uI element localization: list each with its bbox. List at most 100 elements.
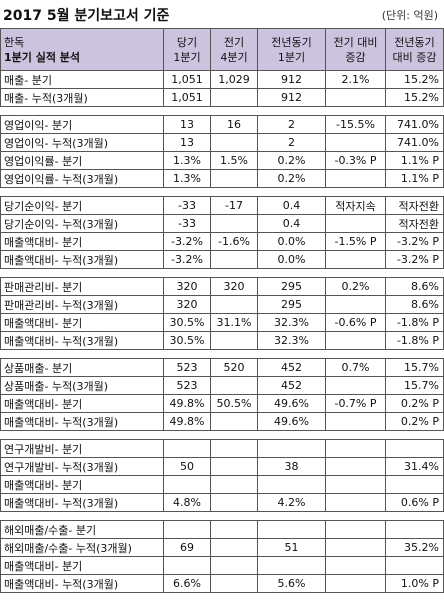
table-cell: 1.1% P (385, 169, 444, 188)
unit-label: (단위: 억원) (381, 9, 438, 22)
row-label: 해외매출/수출- 누적(3개월) (0, 538, 164, 557)
table-cell: 1.0% P (385, 574, 444, 593)
table-cell: 49.8% (163, 394, 211, 413)
table-cell: 0.2% P (385, 394, 444, 413)
header-yoyc-line2: 대비 증감 (392, 50, 437, 64)
table-cell (325, 88, 386, 107)
title-bar: 2017 5월 분기보고서 기준 (단위: 억원) (0, 0, 444, 28)
table-cell: -15.5% (325, 115, 386, 134)
table-cell (325, 133, 386, 152)
table-row: 연구개발비- 누적(3개월) 50 38 31.4% (0, 457, 444, 476)
table-cell: 13 (163, 133, 211, 152)
table-cell (210, 538, 258, 557)
table-cell: -0.3% P (325, 151, 386, 170)
table-cell (385, 556, 444, 575)
header-row: 한독 1분기 실적 분석 당기 1분기 전기 4분기 전년동기 1분기 전기 대… (0, 28, 444, 71)
table-cell: 1,051 (163, 70, 211, 89)
table-row: 매출- 누적(3개월) 1,051 912 15.2% (0, 88, 444, 107)
table-cell: 30.5% (163, 313, 211, 332)
table-cell (325, 169, 386, 188)
table-cell (210, 88, 258, 107)
header-qoq-line2: 증감 (345, 50, 366, 64)
separator-cell (325, 187, 386, 197)
table-cell: 30.5% (163, 331, 211, 350)
table-cell: -1.6% (210, 232, 258, 251)
table-row: 매출액대비- 누적(3개월) -3.2% 0.0% -3.2% P (0, 250, 444, 269)
table-cell: 452 (257, 376, 326, 395)
table-cell (210, 250, 258, 269)
table-cell: 2 (257, 115, 326, 134)
group-separator (0, 511, 444, 521)
separator-cell (385, 430, 444, 440)
table-cell (210, 493, 258, 512)
table-cell: 0.2% P (385, 412, 444, 431)
table-row: 영업이익- 누적(3개월) 13 2 741.0% (0, 133, 444, 152)
separator-cell (325, 106, 386, 116)
table-row: 매출액대비- 분기 30.5% 31.1% 32.3% -0.6% P -1.8% P (0, 313, 444, 332)
header-company-name: 한독 (4, 35, 25, 49)
table-cell: 2 (257, 133, 326, 152)
table-cell: -3.2% (163, 250, 211, 269)
table-cell (325, 214, 386, 233)
row-label: 매출액대비- 분기 (0, 232, 164, 251)
table-cell (385, 439, 444, 458)
table-cell: 320 (163, 295, 211, 314)
table-row: 매출액대비- 누적(3개월) 4.8% 4.2% 0.6% P (0, 493, 444, 512)
header-yoy: 전년동기 1분기 (257, 28, 326, 71)
separator-cell (325, 349, 386, 359)
table-row: 매출- 분기 1,051 1,029 912 2.1% 15.2% (0, 70, 444, 89)
row-label: 매출- 분기 (0, 70, 164, 89)
row-label: 연구개발비- 분기 (0, 439, 164, 458)
separator-cell (0, 511, 164, 521)
header-company: 한독 1분기 실적 분석 (0, 28, 164, 71)
table-cell: 523 (163, 358, 211, 377)
table-cell (210, 169, 258, 188)
table-cell (385, 475, 444, 494)
header-qoq-line1: 전기 대비 (333, 35, 378, 49)
table-cell: -3.2% (163, 232, 211, 251)
row-label: 매출액대비- 분기 (0, 313, 164, 332)
table-cell: -1.8% P (385, 331, 444, 350)
table-cell (325, 295, 386, 314)
row-label: 상품매출- 분기 (0, 358, 164, 377)
table-cell: 741.0% (385, 115, 444, 134)
table-cell: 15.2% (385, 70, 444, 89)
table-cell: 0.0% (257, 232, 326, 251)
table-row: 상품매출- 누적(3개월) 523 452 15.7% (0, 376, 444, 395)
table-cell: -17 (210, 196, 258, 215)
table-cell: 912 (257, 70, 326, 89)
table-cell (257, 520, 326, 539)
table-cell: 15.2% (385, 88, 444, 107)
table-cell: 0.2% (257, 151, 326, 170)
table-cell (210, 556, 258, 575)
table-cell: 51 (257, 538, 326, 557)
table-cell (325, 520, 386, 539)
table-cell: 4.2% (257, 493, 326, 512)
row-label: 당기순이익- 분기 (0, 196, 164, 215)
separator-cell (210, 349, 258, 359)
table-cell: 320 (210, 277, 258, 296)
table-cell: 520 (210, 358, 258, 377)
table-row: 영업이익- 분기 13 16 2 -15.5% 741.0% (0, 115, 444, 134)
group-separator (0, 187, 444, 197)
separator-cell (210, 430, 258, 440)
header-previous: 전기 4분기 (210, 28, 258, 71)
header-previous-line1: 전기 (223, 35, 245, 49)
separator-cell (163, 349, 211, 359)
table-cell (210, 376, 258, 395)
table-cell: 295 (257, 277, 326, 296)
table-cell: 적자전환 (385, 214, 444, 233)
table-cell: -0.6% P (325, 313, 386, 332)
table-row: 상품매출- 분기 523 520 452 0.7% 15.7% (0, 358, 444, 377)
table-row: 영업이익률- 누적(3개월) 1.3% 0.2% 1.1% P (0, 169, 444, 188)
table-cell (210, 475, 258, 494)
table-cell: 적자지속 (325, 196, 386, 215)
table-cell (163, 439, 211, 458)
separator-cell (0, 268, 164, 278)
table-cell (325, 475, 386, 494)
table-cell (385, 520, 444, 539)
group-separator (0, 268, 444, 278)
header-current-line2: 1분기 (173, 50, 201, 64)
group-separator (0, 430, 444, 440)
separator-cell (257, 268, 326, 278)
